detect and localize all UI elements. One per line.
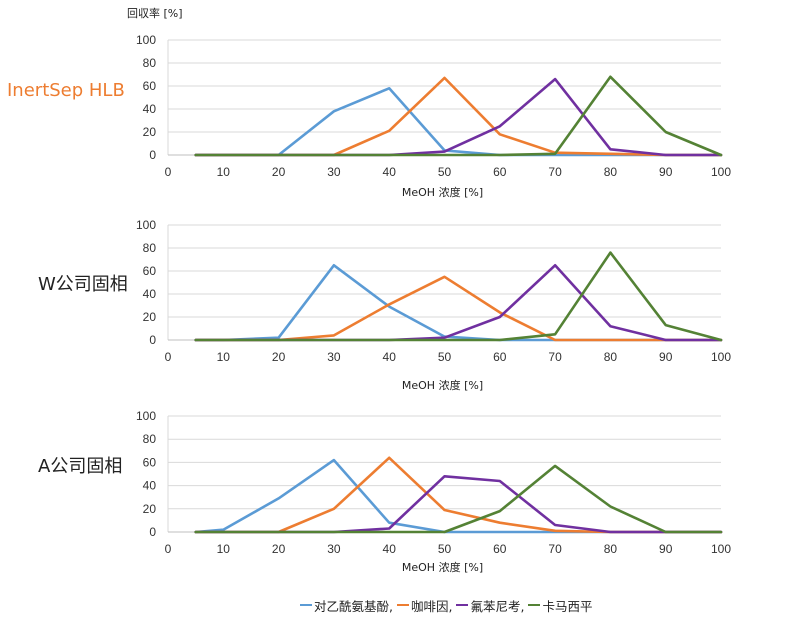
- series-line-3: [194, 263, 723, 342]
- series-line-3: [194, 474, 723, 534]
- x-tick-label: 80: [604, 165, 618, 179]
- x-tick-label: 70: [548, 542, 562, 556]
- x-tick-label: 0: [165, 350, 172, 364]
- legend-label: 卡马西平: [542, 598, 593, 614]
- x-tick-label: 80: [604, 542, 618, 556]
- series-line-4: [194, 464, 723, 534]
- x-tick-label: 60: [493, 350, 507, 364]
- legend-item-acetaminophen: 对乙酰氨基酚,: [300, 596, 393, 615]
- legend-item-florfenicol: 氟苯尼考,: [456, 596, 524, 615]
- x-tick-label: 30: [327, 165, 341, 179]
- legend-label: 咖啡因,: [410, 598, 453, 614]
- series-line-4: [194, 75, 723, 157]
- panel-label: A公司固相: [38, 456, 122, 477]
- x-tick-label: 60: [493, 165, 507, 179]
- y-tick-label: 20: [143, 125, 157, 139]
- x-tick-label: 40: [383, 350, 397, 364]
- legend-swatch: [528, 604, 541, 606]
- legend-label: 氟苯尼考,: [470, 598, 525, 614]
- x-tick-label: 10: [217, 542, 231, 556]
- legend-swatch: [300, 604, 312, 606]
- x-tick-label: 40: [383, 542, 397, 556]
- series-line-1: [194, 263, 723, 342]
- x-tick-label: 100: [711, 542, 731, 556]
- x-tick-label: 70: [548, 350, 562, 364]
- y-tick-label: 80: [143, 56, 157, 70]
- chart-panel-1: 0 20 40 60 80 100 0 10 20 30 40 50 60 70 80 90 100 回収率 [%…: [7, 6, 731, 199]
- x-tick-label: 20: [272, 542, 286, 556]
- y-axis-title: 回収率 [%]: [127, 6, 183, 20]
- x-tick-label: 90: [659, 350, 673, 364]
- panel-label: W公司固相: [38, 274, 128, 295]
- x-tick-label: 100: [711, 165, 731, 179]
- panel-label: InertSep HLB: [7, 80, 125, 101]
- x-tick-label: 50: [438, 165, 452, 179]
- y-tick-label: 100: [136, 33, 156, 47]
- y-tick-label: 80: [143, 241, 157, 255]
- y-tick-label: 60: [143, 455, 157, 469]
- x-tick-label: 10: [217, 350, 231, 364]
- chart-panel-3: 0 20 40 60 80 100 0 10 20 30 40 50 60 70 80 90 100 MeOH 浓…: [38, 409, 731, 574]
- y-tick-label: 100: [136, 218, 156, 232]
- y-tick-label: 0: [149, 525, 156, 539]
- y-tick-label: 20: [143, 310, 157, 324]
- series-line-2: [194, 76, 723, 157]
- y-tick-label: 80: [143, 432, 157, 446]
- y-tick-label: 40: [143, 102, 157, 116]
- y-tick-label: 20: [143, 502, 157, 516]
- x-tick-label: 30: [327, 542, 341, 556]
- x-axis-title: MeOH 浓度 [%]: [402, 185, 483, 199]
- x-tick-label: 0: [165, 542, 172, 556]
- y-tick-label: 60: [143, 264, 157, 278]
- y-tick-label: 60: [143, 79, 157, 93]
- chart-legend: 对乙酰氨基酚, 咖啡因, 氟苯尼考, 卡马西平: [300, 595, 596, 615]
- legend-item-carbamazepine: 卡马西平: [528, 596, 592, 615]
- x-axis-title: MeOH 浓度 [%]: [402, 560, 483, 574]
- x-tick-label: 60: [493, 542, 507, 556]
- x-axis-title: MeOH 浓度 [%]: [402, 378, 483, 392]
- x-tick-label: 20: [272, 165, 286, 179]
- x-tick-label: 90: [659, 542, 673, 556]
- x-tick-label: 20: [272, 350, 286, 364]
- x-tick-label: 90: [659, 165, 673, 179]
- y-tick-label: 0: [149, 333, 156, 347]
- x-tick-label: 50: [438, 350, 452, 364]
- y-tick-label: 0: [149, 148, 156, 162]
- legend-swatch: [396, 604, 409, 606]
- x-tick-label: 30: [327, 350, 341, 364]
- series-line-4: [194, 251, 723, 342]
- x-tick-label: 40: [383, 165, 397, 179]
- legend-item-caffeine: 咖啡因,: [396, 596, 453, 615]
- y-tick-label: 100: [136, 409, 156, 423]
- legend-swatch: [456, 604, 469, 606]
- x-tick-label: 100: [711, 350, 731, 364]
- legend-label: 对乙酰氨基酚,: [314, 598, 393, 614]
- x-tick-label: 10: [217, 165, 231, 179]
- y-tick-label: 40: [143, 287, 157, 301]
- x-tick-label: 80: [604, 350, 618, 364]
- y-tick-label: 40: [143, 479, 157, 493]
- x-tick-label: 70: [548, 165, 562, 179]
- chart-panel-2: 0 20 40 60 80 100 0 10 20 30 40 50 60 70 80 90 100 MeOH 浓…: [38, 218, 731, 392]
- x-tick-label: 0: [165, 165, 172, 179]
- x-tick-label: 50: [438, 542, 452, 556]
- series-line-2: [194, 275, 723, 342]
